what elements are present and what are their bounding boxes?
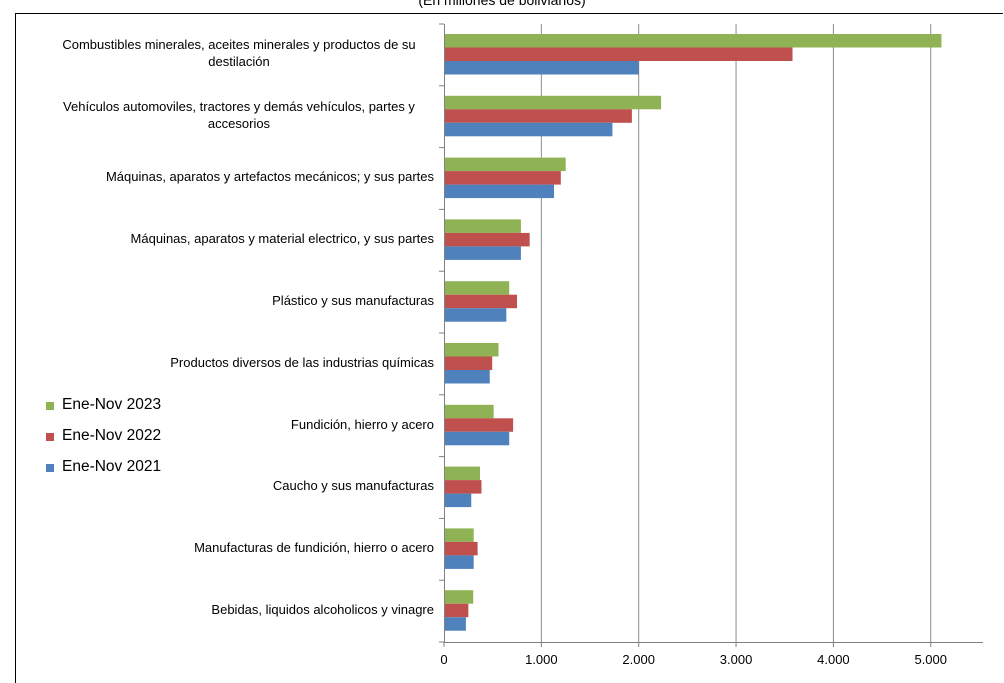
bar-ene-nov-2021: [445, 617, 466, 631]
category-label-line: Máquinas, aparatos y artefactos mecánico…: [105, 169, 434, 185]
category-label-line: Plástico y sus manufacturas: [272, 292, 434, 308]
category-label-line: accesorios: [207, 116, 271, 132]
category-label: Combustibles minerales, aceites minerale…: [44, 36, 434, 70]
bar-ene-nov-2022: [445, 294, 518, 309]
bar-ene-nov-2023: [445, 281, 510, 295]
bar-ene-nov-2023: [445, 343, 499, 357]
category-label-line: Fundición, hierro y acero: [290, 416, 434, 432]
category-label-line: Vehículos automoviles, tractores y demás…: [63, 99, 415, 115]
x-tick-label: 0: [440, 652, 447, 667]
bar-ene-nov-2022: [445, 541, 478, 556]
legend-label: Ene-Nov 2021: [62, 458, 162, 475]
bar-ene-nov-2023: [445, 95, 662, 110]
bar-ene-nov-2021: [445, 370, 490, 384]
category-label: Vehículos automoviles, tractores y demás…: [44, 98, 434, 132]
category-label: Bebidas, liquidos alcoholicos y vinagre: [211, 601, 434, 618]
category-label: Caucho y sus manufacturas: [273, 477, 434, 494]
x-tick-labels: 0 1.000 2.000 3.000 4.000 5.000: [440, 652, 947, 667]
category-label: Fundición, hierro y acero: [291, 416, 434, 433]
category-label-line: Manufacturas de fundición, hierro o acer…: [194, 540, 434, 556]
x-tick-label: 2.000: [622, 652, 655, 667]
bar-ene-nov-2021: [445, 555, 474, 569]
bar-ene-nov-2023: [445, 404, 494, 419]
bar-ene-nov-2022: [445, 232, 530, 247]
bar-ene-nov-2021: [445, 308, 507, 322]
bar-ene-nov-2022: [445, 418, 514, 432]
bar-ene-nov-2021: [445, 493, 472, 508]
bar-ene-nov-2022: [445, 109, 632, 123]
bar-ene-nov-2022: [445, 47, 793, 61]
legend-swatch: [46, 433, 54, 441]
legend-label: Ene-Nov 2022: [62, 427, 162, 444]
bar-ene-nov-2023: [445, 219, 521, 233]
bar-ene-nov-2021: [445, 246, 521, 260]
category-label: Máquinas, aparatos y material electrico,…: [131, 230, 434, 247]
bar-ene-nov-2022: [445, 171, 561, 185]
bar-ene-nov-2023: [445, 466, 481, 481]
category-label-line: Productos diversos de las industrias quí…: [170, 354, 434, 370]
x-tick-label: 1.000: [525, 652, 558, 667]
category-label-line: Máquinas, aparatos y material electrico,…: [130, 231, 434, 247]
legend-swatch: [46, 402, 54, 410]
category-label-line: Bebidas, liquidos alcoholicos y vinagre: [211, 601, 434, 617]
bar-ene-nov-2021: [445, 61, 639, 75]
axes: [439, 23, 983, 647]
legend-swatch: [46, 464, 54, 472]
chart-subtitle: (En millones de bolivianos): [418, 0, 586, 8]
category-label-line: Caucho y sus manufacturas: [272, 478, 434, 494]
x-tick-label: 4.000: [817, 652, 850, 667]
bar-ene-nov-2021: [445, 431, 510, 446]
chart-frame: [15, 13, 1003, 683]
category-label: Productos diversos de las industrias quí…: [170, 354, 434, 371]
bar-ene-nov-2022: [445, 603, 469, 618]
category-label: Manufacturas de fundición, hierro o acer…: [194, 539, 434, 556]
legend-label: Ene-Nov 2023: [62, 396, 162, 413]
bars: [445, 34, 942, 631]
bar-ene-nov-2021: [445, 184, 555, 199]
bar-ene-nov-2023: [445, 590, 474, 604]
bar-ene-nov-2021: [445, 122, 613, 137]
category-label-line: Combustibles minerales, aceites minerale…: [62, 37, 416, 53]
bar-ene-nov-2023: [445, 34, 942, 48]
x-tick-label: 5.000: [914, 652, 947, 667]
x-tick-label: 3.000: [720, 652, 753, 667]
bar-ene-nov-2023: [445, 157, 566, 172]
bar-ene-nov-2023: [445, 528, 474, 542]
category-label: Plástico y sus manufacturas: [272, 292, 434, 309]
category-label: Máquinas, aparatos y artefactos mecánico…: [106, 168, 434, 185]
bar-ene-nov-2022: [445, 480, 482, 494]
bar-ene-nov-2022: [445, 356, 493, 370]
category-label-line: destilación: [208, 54, 270, 70]
